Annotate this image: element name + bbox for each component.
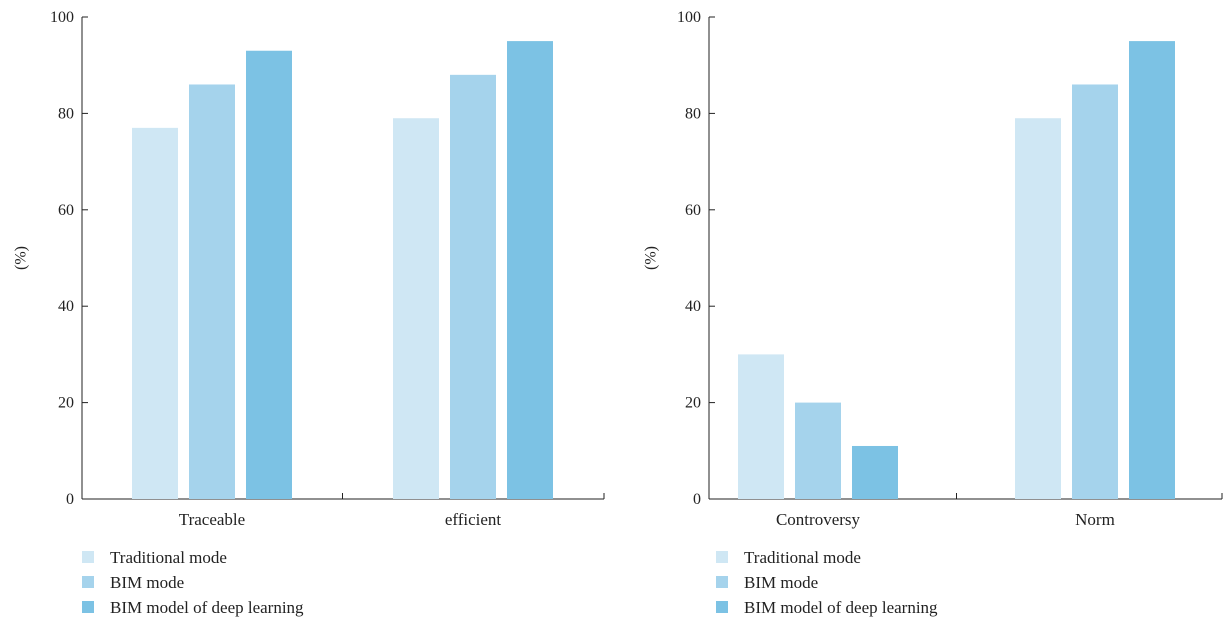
chart-panel-2: 0 20 40 60 80 100 (%) Controversy Norm Traditiona… — [643, 9, 1223, 617]
x-category-label: efficient — [445, 510, 502, 529]
bar-bim-mode-controversy — [795, 402, 841, 499]
legend-label: Traditional mode — [744, 548, 861, 567]
x-category-label: Norm — [1075, 510, 1115, 529]
y-tick-label: 80 — [58, 105, 74, 122]
y-axis-label: (%) — [13, 246, 30, 270]
y-tick-label: 20 — [58, 395, 74, 412]
legend-swatch — [82, 551, 94, 563]
y-tick-label: 0 — [693, 491, 701, 508]
legend-swatch — [82, 576, 94, 588]
y-tick-label: 60 — [58, 202, 74, 219]
y-tick-label: 20 — [685, 395, 701, 412]
chart-panel-1: 0 20 40 60 80 100 (%) Traceable efficient Traditi… — [13, 9, 605, 617]
legend-swatch — [82, 601, 94, 613]
legend: Traditional mode BIM mode BIM model of dee… — [716, 548, 938, 617]
bar-bim-mode-efficient — [450, 74, 496, 499]
legend-label: BIM mode — [744, 573, 818, 592]
y-tick-label: 0 — [66, 491, 74, 508]
legend-swatch — [716, 601, 728, 613]
bar-bim-model-of-deep-learning-controversy — [852, 445, 898, 499]
legend-label: BIM model of deep learning — [744, 598, 938, 617]
legend-label: BIM mode — [110, 573, 184, 592]
bar-traditional-mode-norm — [1015, 118, 1061, 499]
legend-label: Traditional mode — [110, 548, 227, 567]
bar-traditional-mode-traceable — [132, 127, 178, 500]
bar-bim-mode-norm — [1072, 84, 1118, 499]
y-axis-label: (%) — [643, 246, 660, 270]
legend-swatch — [716, 576, 728, 588]
bar-bim-model-of-deep-learning-norm — [1129, 41, 1175, 499]
y-tick-label: 60 — [685, 202, 701, 219]
bar-bim-model-of-deep-learning-traceable — [246, 50, 292, 500]
x-category-label: Traceable — [179, 510, 245, 529]
y-tick-label: 100 — [677, 9, 701, 26]
bar-bim-mode-traceable — [189, 84, 235, 499]
y-tick-label: 80 — [685, 105, 701, 122]
bar-traditional-mode-controversy — [738, 354, 784, 499]
legend-swatch — [716, 551, 728, 563]
bar-traditional-mode-efficient — [393, 118, 439, 499]
y-tick-label: 100 — [50, 9, 74, 26]
legend-label: BIM model of deep learning — [110, 598, 304, 617]
y-tick-label: 40 — [685, 298, 701, 315]
x-category-label: Controversy — [776, 510, 861, 529]
legend: Traditional mode BIM mode BIM model of dee… — [82, 548, 304, 617]
y-tick-label: 40 — [58, 298, 74, 315]
bar-bim-model-of-deep-learning-efficient — [507, 41, 553, 499]
